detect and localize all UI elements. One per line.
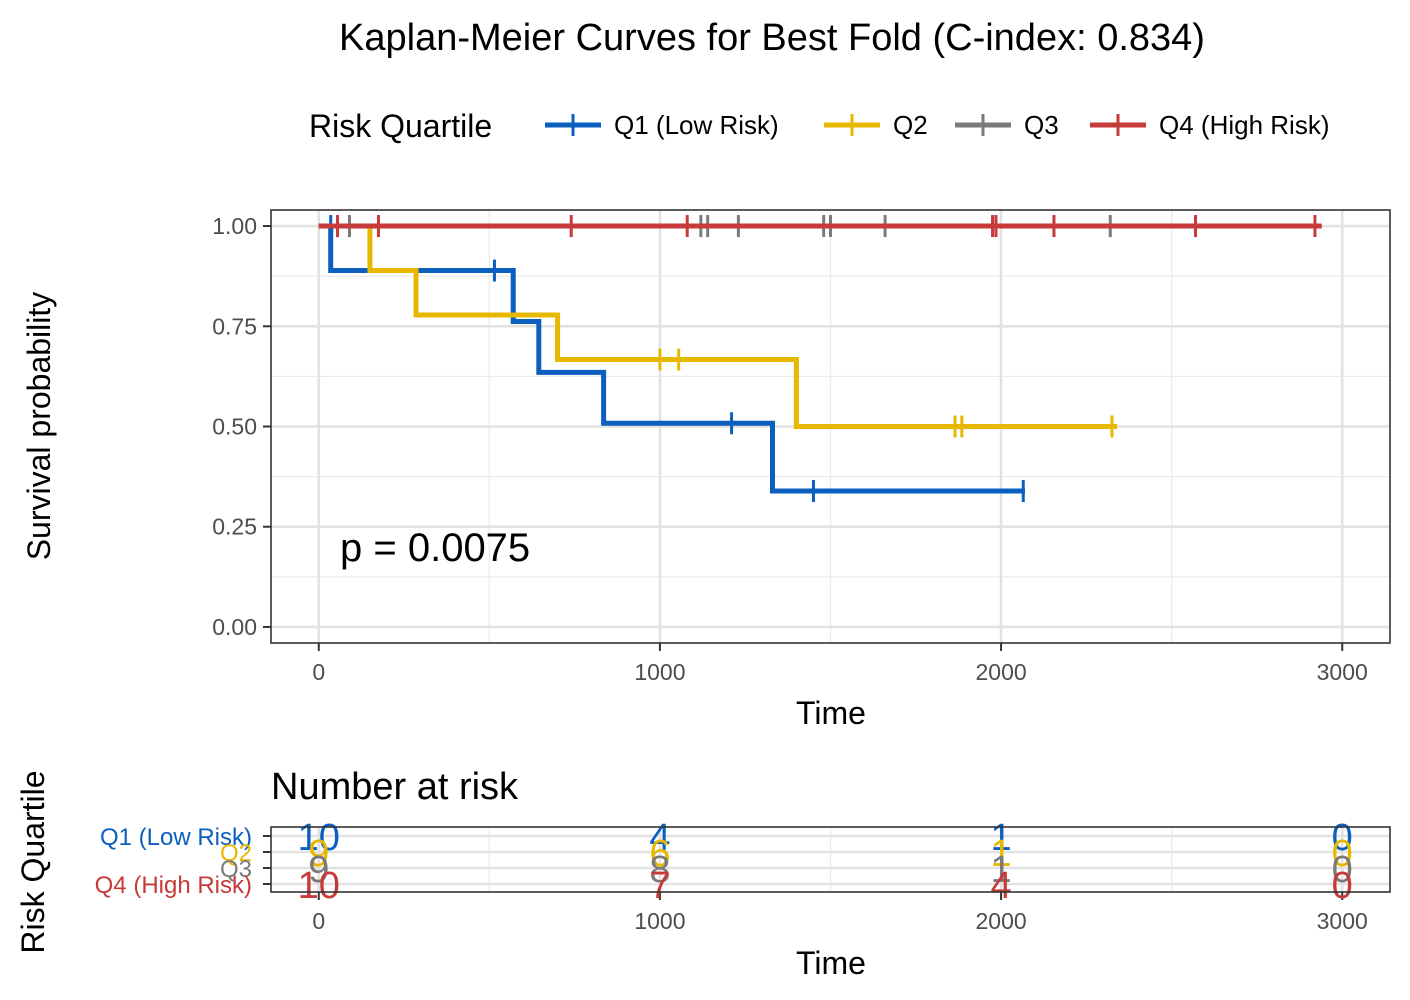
risk-count: 9: [308, 849, 329, 891]
x-axis-title: Time: [796, 695, 866, 731]
y-axis-title: Survival probability: [21, 292, 57, 561]
risk-count: 1: [991, 849, 1012, 891]
risk-x-tick-label: 1000: [634, 908, 685, 934]
risk-count: 10: [298, 817, 340, 859]
risk-count: 0: [1332, 833, 1353, 875]
km-curve-q1-low-risk: [318, 223, 1025, 494]
x-tick-label: 2000: [975, 659, 1026, 685]
legend-title: Risk Quartile: [309, 108, 492, 144]
chart-title: Kaplan-Meier Curves for Best Fold (C-ind…: [339, 17, 1205, 59]
x-tick-label: 3000: [1317, 659, 1368, 685]
p-value-annotation: p = 0.0075: [340, 526, 530, 570]
legend-entry-label: Q3: [1024, 110, 1059, 140]
y-tick-label: 0.50: [212, 414, 257, 440]
risk-count: 10: [298, 865, 340, 907]
risk-row-label: Q3: [220, 856, 252, 883]
risk-count: 1: [991, 833, 1012, 875]
y-tick-label: 0.25: [212, 514, 257, 540]
risk-table-x-title: Time: [796, 945, 866, 981]
risk-count: 4: [991, 865, 1012, 907]
x-tick-label: 0: [312, 659, 325, 685]
legend-entry-label: Q1 (Low Risk): [614, 110, 779, 140]
x-tick-label: 1000: [634, 659, 685, 685]
risk-x-tick-label: 0: [312, 908, 325, 934]
risk-count: 7: [649, 865, 670, 907]
risk-row-label: Q4 (High Risk): [95, 872, 252, 899]
risk-row-label: Q2: [220, 840, 252, 867]
risk-count: 0: [1332, 849, 1353, 891]
risk-x-tick-label: 3000: [1317, 908, 1368, 934]
legend-entry-label: Q2: [893, 110, 928, 140]
risk-count: 0: [1332, 865, 1353, 907]
plot-border: [270, 209, 1391, 644]
y-tick-label: 0.75: [212, 313, 257, 339]
legend-entry-label: Q4 (High Risk): [1159, 110, 1329, 140]
risk-count: 8: [649, 849, 670, 891]
y-tick-label: 0.00: [212, 614, 257, 640]
survival-plot: 0 1000 2000 3000 0.00 0.25 0.50 0.75 1.00: [212, 209, 1391, 685]
legend: Risk Quartile Q1 (Low Risk) Q2 Q3 Q4 (High …: [309, 108, 1329, 144]
risk-row-label: Q1 (Low Risk): [100, 824, 252, 851]
km-curve-q2: [318, 223, 1118, 429]
risk-border: [270, 826, 1391, 893]
risk-table-title: Number at risk: [271, 766, 519, 808]
y-tick-label: 1.00: [212, 213, 257, 239]
risk-table-y-title: Risk Quartile: [15, 770, 51, 953]
risk-count: 9: [308, 833, 329, 875]
risk-x-tick-label: 2000: [975, 908, 1026, 934]
risk-count: 6: [649, 833, 670, 875]
